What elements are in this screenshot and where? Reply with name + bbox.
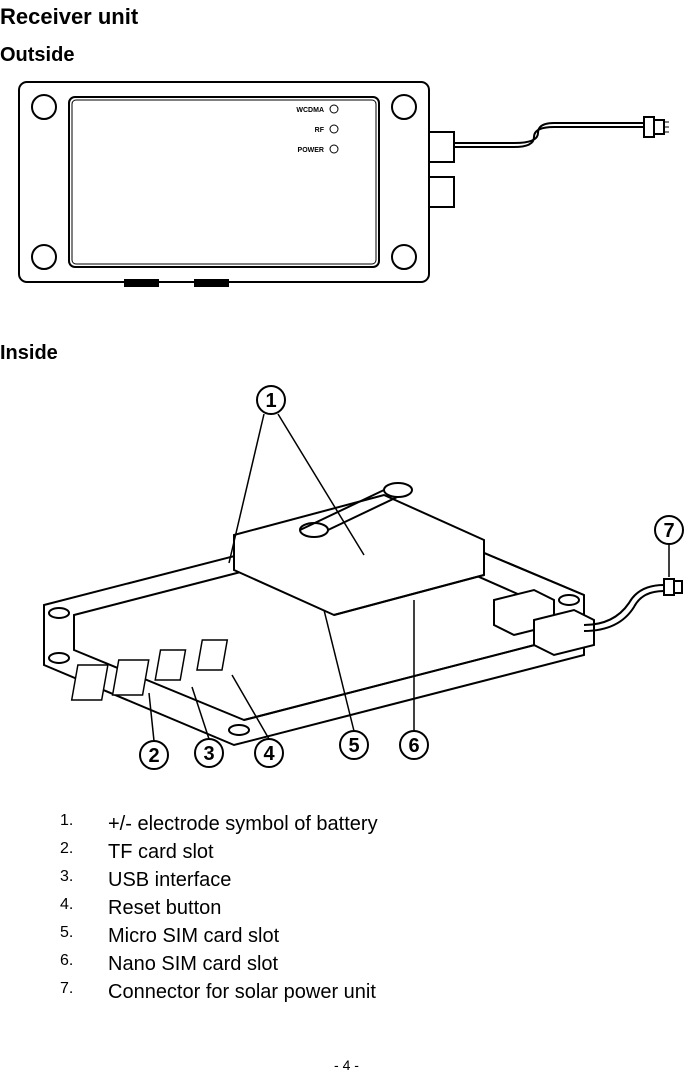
- callout-1: 1: [265, 390, 276, 412]
- section-outside-heading: Outside: [0, 44, 681, 67]
- list-item: Reset button: [60, 894, 681, 922]
- list-item: Nano SIM card slot: [60, 950, 681, 978]
- page-number: - 4 -: [0, 1057, 693, 1073]
- led-label-0: WCDMA: [296, 107, 324, 114]
- callout-5: 5: [348, 735, 359, 757]
- callout-2: 2: [148, 745, 159, 767]
- section-inside-heading: Inside: [0, 342, 681, 365]
- parts-list: +/- electrode symbol of battery TF card …: [60, 810, 681, 1006]
- list-item: USB interface: [60, 866, 681, 894]
- list-item: TF card slot: [60, 838, 681, 866]
- led-label-2: POWER: [298, 147, 324, 154]
- callout-4: 4: [263, 743, 275, 765]
- led-label-1: RF: [315, 127, 325, 134]
- outside-diagram: WCDMA RF POWER: [14, 77, 681, 302]
- list-item: Connector for solar power unit: [60, 978, 681, 1006]
- callout-6: 6: [408, 735, 419, 757]
- page-title: Receiver unit: [0, 4, 681, 30]
- callout-3: 3: [203, 743, 214, 765]
- list-item: +/- electrode symbol of battery: [60, 810, 681, 838]
- list-item: Micro SIM card slot: [60, 922, 681, 950]
- callout-7: 7: [663, 520, 674, 542]
- inside-diagram: 1 2 3 4 5 6 7: [14, 375, 681, 780]
